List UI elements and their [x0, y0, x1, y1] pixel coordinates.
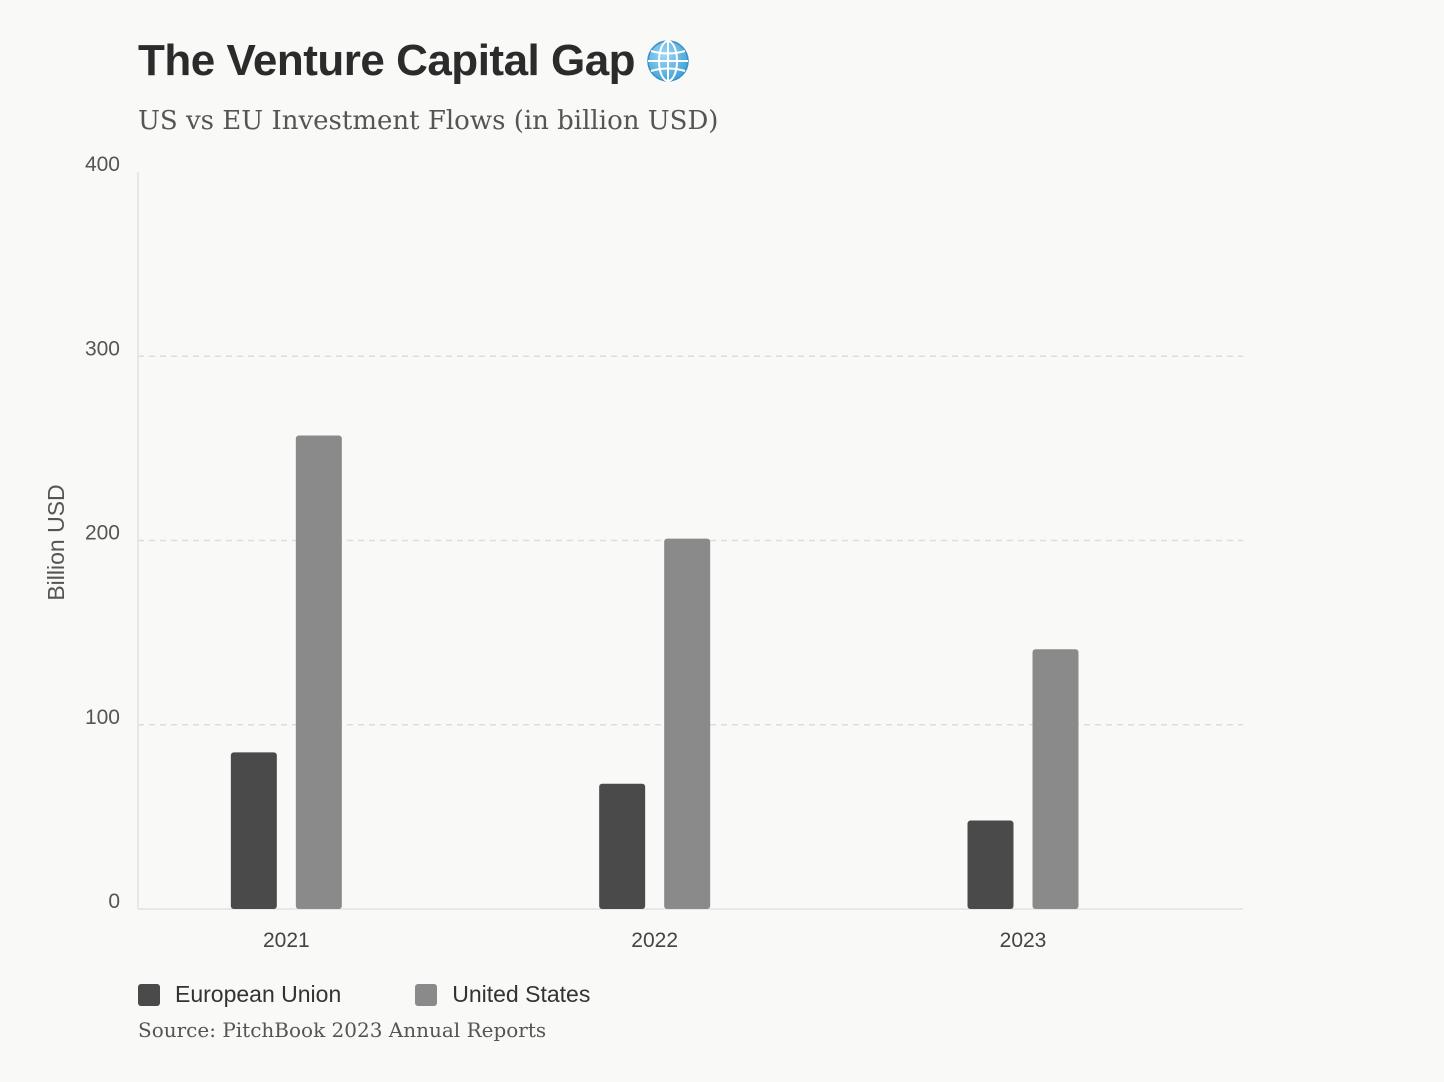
chart-title: The Venture Capital Gap: [138, 36, 691, 86]
legend-item-european-union: European Union: [138, 981, 341, 1008]
legend-label-european-union: European Union: [175, 981, 342, 1007]
bar-european-union-2021: [230, 752, 277, 909]
y-tick-label-100: 100: [85, 706, 120, 729]
y-tick-label-200: 200: [85, 522, 120, 545]
bar-united-states-2022: [664, 538, 711, 909]
y-axis-label: Billion USD: [43, 484, 69, 600]
legend-label-united-states: United States: [452, 981, 591, 1007]
legend-item-united-states: United States: [415, 981, 590, 1008]
x-tick-label-2023: 2023: [1000, 929, 1047, 952]
source-note: Source: PitchBook 2023 Annual Reports: [138, 1018, 547, 1042]
y-tick-label-300: 300: [85, 337, 120, 360]
y-tick-label-400: 400: [85, 153, 120, 176]
chart-title-text: The Venture Capital Gap: [138, 36, 636, 85]
chart-legend: European Union United States: [138, 981, 590, 1008]
chart-subtitle: US vs EU Investment Flows (in billion US…: [138, 106, 719, 136]
legend-swatch-united-states: [415, 983, 438, 1006]
bar-united-states-2023: [1032, 649, 1079, 909]
bar-european-union-2022: [599, 783, 646, 909]
bar-united-states-2021: [295, 435, 342, 909]
x-tick-label-2022: 2022: [631, 929, 678, 952]
bar-european-union-2023: [967, 820, 1014, 909]
y-tick-label-0: 0: [108, 890, 120, 913]
x-tick-label-2021: 2021: [263, 929, 310, 952]
globe-icon: [645, 38, 691, 84]
legend-swatch-european-union: [138, 983, 160, 1006]
